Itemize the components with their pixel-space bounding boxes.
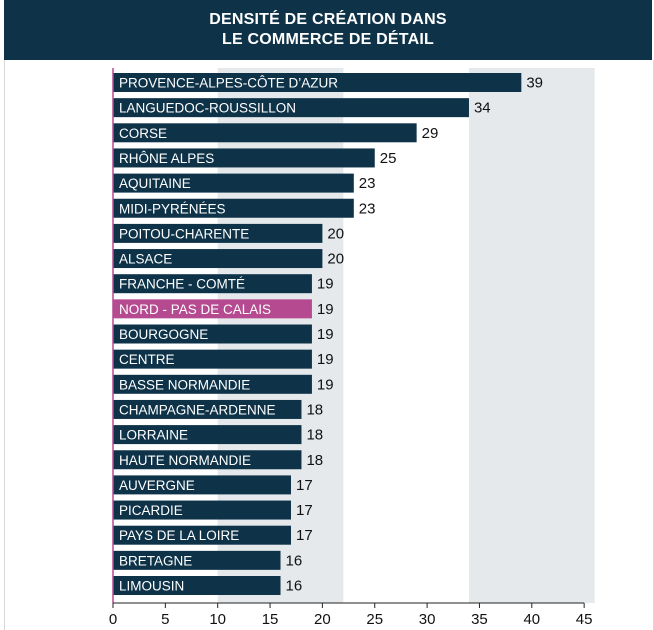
bar — [113, 324, 312, 344]
x-axis-tick-label: 35 — [471, 611, 488, 628]
chart-title-line-2: LE COMMERCE DE DÉTAIL — [222, 31, 434, 48]
bar — [113, 173, 354, 193]
bar-category-label: BASSE NORMANDIE — [119, 377, 250, 392]
bar — [113, 550, 281, 570]
bar-value-label: 19 — [317, 301, 334, 318]
bar-value-label: 25 — [380, 150, 397, 167]
bar — [113, 576, 281, 595]
bar — [113, 223, 323, 243]
bar-value-label: 17 — [296, 477, 313, 494]
bar — [113, 198, 354, 218]
bar — [113, 123, 417, 143]
bar-category-label: CENTRE — [119, 352, 175, 367]
bar-category-label: AQUITAINE — [119, 176, 191, 191]
x-axis-tick-label: 20 — [314, 611, 331, 628]
bar-value-label: 18 — [306, 401, 323, 418]
bar-value-label: 23 — [359, 175, 376, 192]
bar-value-label: 18 — [306, 427, 323, 444]
bar — [113, 349, 312, 369]
chart-area: PROVENCE-ALPES-CÔTE D’AZUR 39 LANGUEDOC-RO… — [4, 60, 654, 630]
bar — [113, 525, 291, 545]
bar-value-label: 19 — [317, 376, 334, 393]
bar-value-label: 29 — [422, 125, 439, 142]
bar — [113, 500, 291, 520]
bar-value-label: 34 — [474, 100, 491, 117]
bar — [113, 274, 312, 294]
bar — [113, 475, 291, 495]
bar-value-label: 20 — [327, 225, 344, 242]
bar-category-label: BOURGOGNE — [119, 327, 208, 342]
bar-value-label: 19 — [317, 326, 334, 343]
bar-category-label: FRANCHE - COMTÉ — [119, 277, 245, 292]
bar — [113, 148, 375, 168]
bar-category-label: CORSE — [119, 126, 167, 141]
bar — [113, 450, 302, 470]
bar-category-label: LANGUEDOC-ROUSSILLON — [119, 101, 296, 116]
bar-category-label: PAYS DE LA LOIRE — [119, 528, 239, 543]
background-band — [468, 68, 595, 603]
bar-category-label: HAUTE NORMANDIE — [119, 453, 251, 468]
bar — [113, 425, 302, 445]
bar — [113, 374, 312, 394]
bar-category-label: BRETAGNE — [119, 553, 192, 568]
bar-value-label: 17 — [296, 527, 313, 544]
chart-title-line-1: DENSITÉ DE CRÉATION DANS — [209, 11, 447, 28]
bar-value-label: 16 — [286, 552, 303, 569]
bar-category-label: CHAMPAGNE-ARDENNE — [119, 402, 276, 417]
bar-category-label: MIDI-PYRÉNÉES — [119, 201, 226, 216]
bar-value-label: 17 — [296, 502, 313, 519]
bar — [113, 399, 302, 419]
bar-value-label: 19 — [317, 276, 334, 293]
bar-category-label: PICARDIE — [119, 503, 183, 518]
bar-category-label: LIMOUSIN — [119, 579, 184, 594]
x-axis-tick-label: 40 — [523, 611, 540, 628]
bar — [113, 73, 522, 92]
bar-category-label: RHÔNE ALPES — [119, 151, 214, 166]
x-axis-tick-label: 15 — [262, 611, 279, 628]
bar-value-label: 18 — [306, 452, 323, 469]
bar-category-label: NORD - PAS DE CALAIS — [119, 302, 271, 317]
bar-category-label: AUVERGNE — [119, 478, 195, 493]
bar-category-label: LORRAINE — [119, 428, 188, 443]
bar — [113, 249, 323, 269]
bar-value-label: 23 — [359, 200, 376, 217]
bar — [113, 299, 312, 319]
bar-category-label: PROVENCE-ALPES-CÔTE D’AZUR — [119, 76, 338, 91]
bar-value-label: 20 — [327, 251, 344, 268]
bar-value-label: 16 — [286, 578, 303, 595]
bar-chart: PROVENCE-ALPES-CÔTE D’AZUR 39 LANGUEDOC-RO… — [109, 68, 595, 628]
bar-category-label: POITOU-CHARENTE — [119, 226, 249, 241]
x-axis-tick-label: 30 — [419, 611, 436, 628]
chart-title-banner: DENSITÉ DE CRÉATION DANS LE COMMERCE DE … — [4, 0, 652, 60]
x-axis-tick-label: 25 — [366, 611, 383, 628]
bar — [113, 98, 469, 118]
x-axis-tick-label: 10 — [209, 611, 226, 628]
bar-value-label: 19 — [317, 351, 334, 368]
x-axis-tick-label: 0 — [109, 611, 117, 628]
bar-value-label: 39 — [526, 75, 543, 92]
x-axis-tick-label: 45 — [576, 611, 593, 628]
bar-category-label: ALSACE — [119, 252, 172, 267]
x-axis-tick-label: 5 — [161, 611, 169, 628]
